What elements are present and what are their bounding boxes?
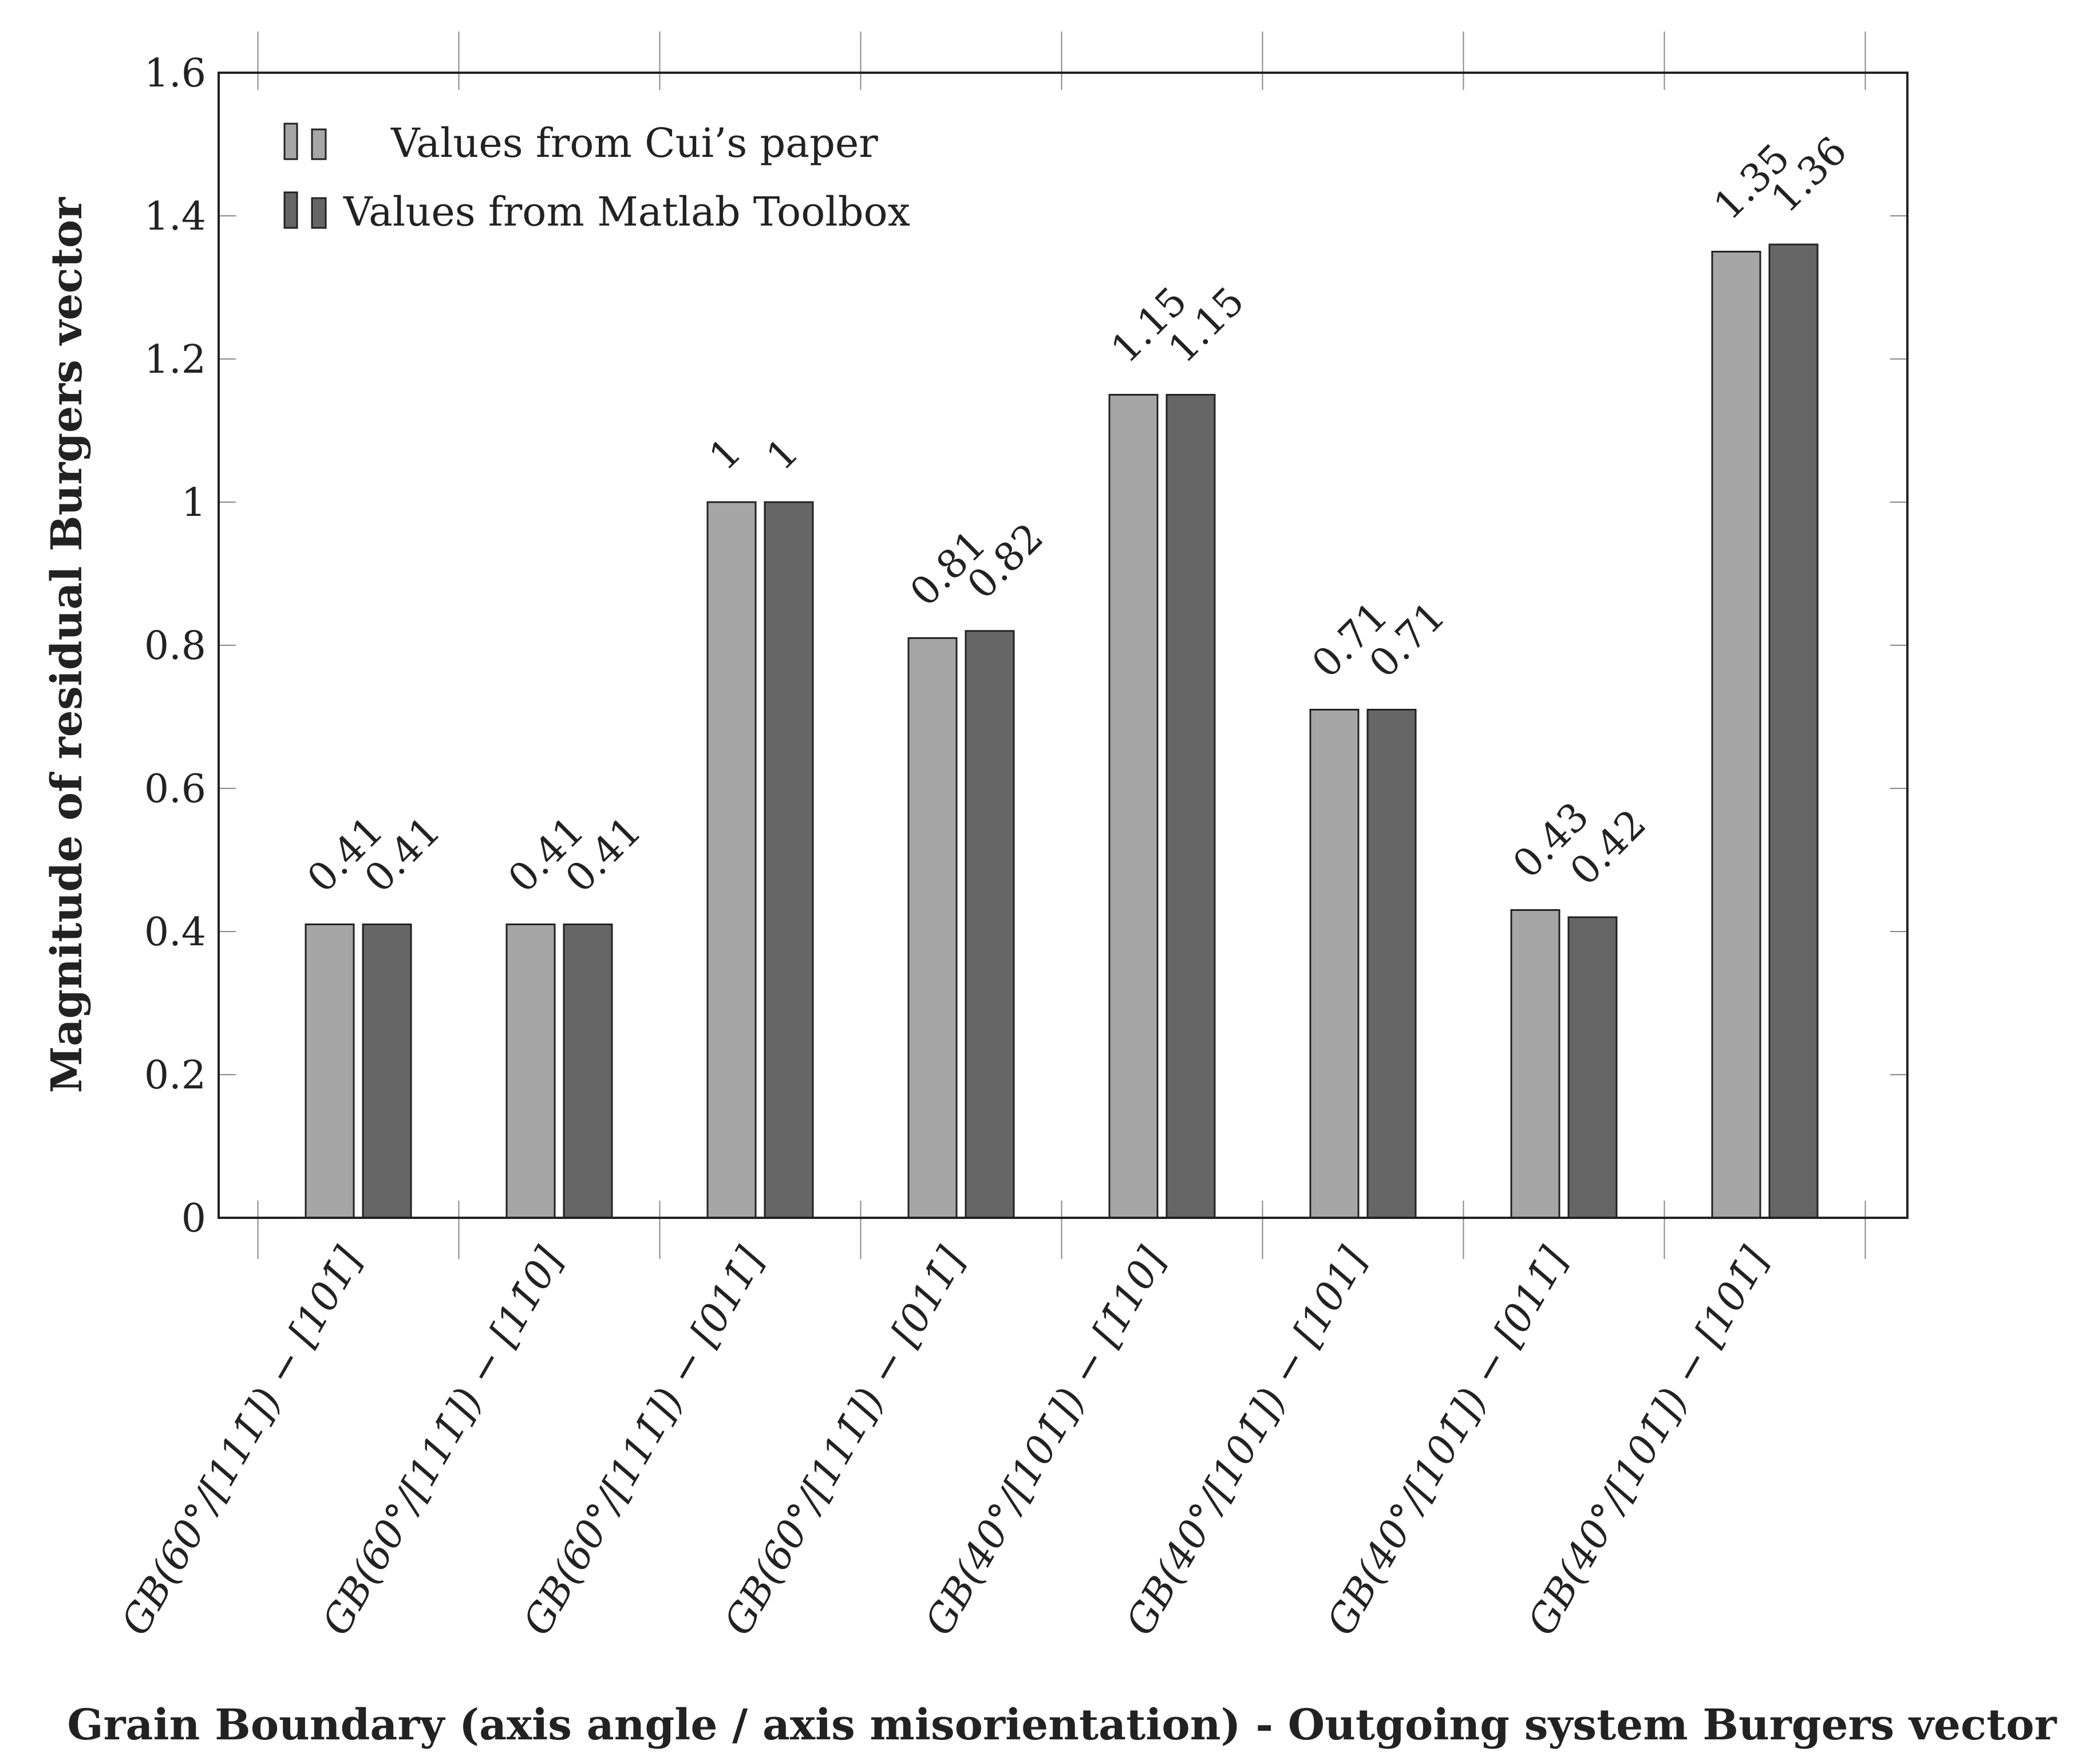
y-tick-label: 0.6 [144, 767, 206, 812]
legend-swatch [283, 123, 298, 160]
bar-cui-paper [1309, 709, 1360, 1219]
y-axis-title: Magnitude of residual Burgers vector [42, 197, 92, 1093]
bar-cui-paper [1711, 251, 1761, 1219]
x-axis-title: Grain Boundary (axis angle / axis misori… [67, 1700, 2057, 1750]
y-tick-label: 0.4 [144, 910, 206, 955]
bar-matlab-toolbox [362, 924, 412, 1219]
y-tick-labels: 0 0.2 0.4 0.6 0.8 1 1.2 1.4 1.6 [144, 51, 206, 1241]
bar-matlab-toolbox [1567, 916, 1618, 1219]
y-tick-label: 1.4 [144, 194, 206, 239]
y-tick-label: 0 [181, 1196, 206, 1241]
legend-swatch [311, 197, 327, 229]
bar-cui-paper [907, 637, 958, 1219]
bar-cui-paper [1108, 394, 1159, 1219]
bar-matlab-toolbox [965, 630, 1015, 1219]
bar-matlab-toolbox [1165, 394, 1216, 1219]
bar-cui-paper [1510, 909, 1560, 1219]
y-tick-label: 0.2 [144, 1053, 206, 1098]
bar-cui-paper [706, 501, 757, 1219]
y-tick-label: 1.2 [144, 337, 206, 382]
bar-cui-paper [505, 924, 556, 1219]
bar-matlab-toolbox [1366, 709, 1417, 1219]
y-tick-label: 1 [181, 480, 206, 526]
legend: Values from Cui’s paper Values from Matla… [283, 120, 910, 235]
y-tick-label: 1.6 [144, 51, 206, 96]
legend-label: Values from Cui’s paper [390, 120, 878, 167]
legend-label: Values from Matlab Toolbox [343, 188, 910, 235]
tick-marks [219, 31, 1907, 1259]
bar-matlab-toolbox [1768, 243, 1819, 1219]
y-tick-label: 0.8 [144, 623, 206, 669]
legend-swatch [283, 191, 298, 229]
plot-area-frame [218, 72, 1909, 1219]
bar-matlab-toolbox [764, 501, 814, 1219]
bar-matlab-toolbox [563, 924, 613, 1219]
bars [305, 243, 1819, 1219]
bar-cui-paper [305, 924, 355, 1219]
legend-swatch [311, 128, 327, 160]
